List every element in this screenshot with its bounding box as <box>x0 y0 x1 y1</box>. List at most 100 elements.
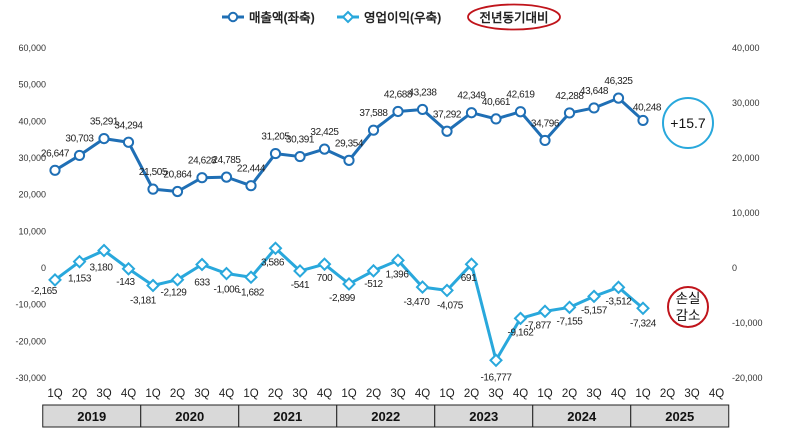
data-point-operating-profit <box>219 266 234 281</box>
x-quarter-label: 2Q <box>72 388 87 400</box>
data-point-operating-profit <box>464 257 479 272</box>
data-label-sales: 43,648 <box>580 86 609 97</box>
data-label-operating-profit: -5,157 <box>581 305 608 316</box>
left-axis-tick: -20,000 <box>15 336 46 346</box>
right-axis-tick: -20,000 <box>732 373 763 383</box>
data-label-sales: 26,647 <box>41 148 70 159</box>
data-label-sales: 34,796 <box>531 118 560 129</box>
annotation-circle-sales <box>662 97 714 149</box>
legend-marker-sales <box>227 11 239 23</box>
legend-label-op: 영업이익(우축) <box>364 10 441 25</box>
data-label-operating-profit: 1,153 <box>68 274 92 285</box>
annotation-text-op: 감소 <box>676 308 701 323</box>
data-point-sales <box>269 147 282 160</box>
data-label-sales: 42,349 <box>457 91 486 102</box>
x-quarter-label: 2Q <box>660 388 675 400</box>
data-label-operating-profit: 691 <box>461 273 477 284</box>
data-label-operating-profit: -3,181 <box>130 295 157 306</box>
data-point-sales <box>98 132 110 145</box>
year-box <box>630 404 730 428</box>
data-point-sales <box>416 103 429 116</box>
data-label-sales: 42,619 <box>506 90 535 101</box>
data-point-operating-profit <box>195 257 209 272</box>
data-point-sales <box>367 124 380 136</box>
x-quarter-label: 3Q <box>292 388 307 400</box>
x-quarter-label: 1Q <box>145 388 160 400</box>
data-point-sales <box>465 107 478 119</box>
data-point-operating-profit <box>170 272 185 287</box>
data-point-sales <box>612 92 625 104</box>
data-label-operating-profit: -3,470 <box>404 297 431 308</box>
data-label-sales: 43,238 <box>408 87 437 98</box>
x-quarter-label: 1Q <box>47 388 62 400</box>
data-point-operating-profit <box>72 254 87 269</box>
data-point-sales <box>514 106 527 118</box>
data-label-operating-profit: -7,877 <box>525 320 552 331</box>
data-label-sales: 21,505 <box>139 167 168 178</box>
data-label-operating-profit: -541 <box>291 280 310 291</box>
data-point-sales <box>245 180 257 192</box>
data-point-sales <box>122 136 135 148</box>
x-quarter-label: 2Q <box>170 388 185 400</box>
x-quarter-label: 1Q <box>635 388 650 400</box>
x-quarter-label: 1Q <box>243 388 258 400</box>
legend-badge-ellipse <box>467 3 561 31</box>
data-label-operating-profit: 700 <box>317 273 333 284</box>
left-axis-tick: -10,000 <box>15 300 46 310</box>
data-label-sales: 46,325 <box>604 76 633 87</box>
year-label: 2025 <box>665 409 694 424</box>
data-point-sales <box>220 171 233 183</box>
data-label-operating-profit: 3,180 <box>89 263 113 274</box>
data-label-operating-profit: -143 <box>116 277 135 288</box>
data-point-sales <box>171 185 184 198</box>
data-point-operating-profit <box>415 280 430 294</box>
x-quarter-label: 2Q <box>268 388 283 400</box>
data-point-operating-profit <box>268 241 283 256</box>
x-quarter-label: 1Q <box>439 388 454 400</box>
x-quarter-label: 3Q <box>96 388 111 400</box>
data-label-sales: 37,292 <box>433 109 462 120</box>
data-point-sales <box>147 183 159 195</box>
left-axis-tick: 60,000 <box>18 43 46 53</box>
data-label-sales: 30,703 <box>65 133 94 144</box>
right-axis-tick: 30,000 <box>732 98 760 108</box>
data-label-operating-profit: 633 <box>194 278 210 289</box>
left-axis-tick: 10,000 <box>18 226 46 236</box>
x-quarter-label: 4Q <box>219 388 234 400</box>
year-label: 2019 <box>77 409 106 424</box>
data-point-sales <box>490 113 502 125</box>
data-label-sales: 40,248 <box>633 102 662 113</box>
data-point-operating-profit <box>489 353 503 368</box>
year-label: 2024 <box>567 409 597 424</box>
right-axis-tick: 10,000 <box>732 208 760 218</box>
data-label-operating-profit: -2,899 <box>329 293 356 304</box>
data-label-operating-profit: 1,396 <box>385 269 409 280</box>
data-label-sales: 24,628 <box>188 156 217 167</box>
data-point-operating-profit <box>562 300 577 315</box>
x-quarter-label: 3Q <box>586 388 601 400</box>
data-label-sales: 20,864 <box>163 169 192 180</box>
data-point-operating-profit <box>440 283 454 298</box>
data-label-sales: 29,354 <box>335 138 364 149</box>
data-point-sales <box>441 125 453 137</box>
data-point-operating-profit <box>587 289 601 304</box>
right-axis-tick: -10,000 <box>732 318 763 328</box>
data-label-operating-profit: -4,075 <box>437 300 464 311</box>
data-label-operating-profit: -1,682 <box>238 287 265 298</box>
x-quarter-label: 3Q <box>390 388 405 400</box>
data-point-operating-profit <box>97 243 111 258</box>
data-label-sales: 22,444 <box>237 164 266 175</box>
year-label: 2020 <box>175 409 204 424</box>
data-point-operating-profit <box>391 253 405 268</box>
x-quarter-label: 4Q <box>415 388 430 400</box>
data-point-sales <box>73 149 86 162</box>
data-point-sales <box>392 105 404 118</box>
annotation-text-sales: +15.7 <box>670 115 706 131</box>
left-axis-tick: 20,000 <box>18 190 46 200</box>
right-axis-tick: 20,000 <box>732 153 760 163</box>
data-label-sales: 37,588 <box>359 108 388 119</box>
data-point-sales <box>343 154 355 166</box>
data-label-operating-profit: -7,155 <box>557 316 584 327</box>
